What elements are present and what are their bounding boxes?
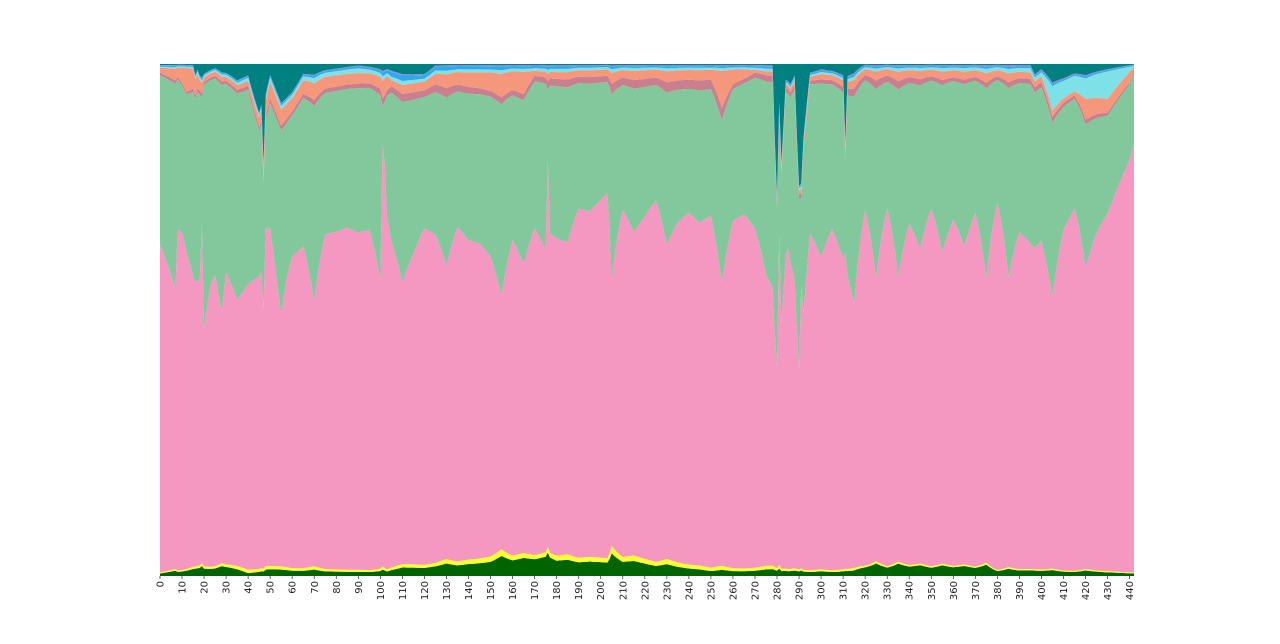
x-axis: 0 10 20 30 40 50 60 70 80 90 100 110 120 130 140 150 160… xyxy=(156,576,1136,600)
x-tick-label: 50 xyxy=(266,581,277,594)
x-tick-label: 310 xyxy=(839,581,850,600)
series-area-3 xyxy=(160,144,1134,573)
x-tick-label: 320 xyxy=(861,581,872,600)
x-tick-label: 410 xyxy=(1059,581,1070,600)
x-tick-label: 30 xyxy=(222,581,233,594)
x-tick-label: 290 xyxy=(795,581,806,600)
series-area-6 xyxy=(160,67,1134,205)
x-tick-label: 330 xyxy=(883,581,894,600)
x-tick-label: 440 xyxy=(1125,581,1136,600)
x-tick-label: 10 xyxy=(178,581,189,594)
x-tick-label: 240 xyxy=(684,581,695,600)
x-tick-label: 420 xyxy=(1081,581,1092,600)
x-tick-label: 120 xyxy=(420,581,431,600)
x-tick-label: 150 xyxy=(486,581,497,600)
series-area-10 xyxy=(160,64,1134,196)
x-tick-label: 250 xyxy=(706,581,717,600)
x-tick-label: 220 xyxy=(640,581,651,600)
series-area-4 xyxy=(160,71,1134,370)
x-tick-label: 170 xyxy=(530,581,541,600)
x-tick-label: 230 xyxy=(662,581,673,600)
x-tick-label: 210 xyxy=(618,581,629,600)
x-tick-label: 370 xyxy=(971,581,982,600)
x-tick-label: 280 xyxy=(773,581,784,600)
x-tick-label: 350 xyxy=(927,581,938,600)
x-tick-label: 20 xyxy=(200,581,211,594)
x-tick-label: 160 xyxy=(508,581,519,600)
x-tick-label: 130 xyxy=(442,581,453,600)
x-tick-label: 430 xyxy=(1103,581,1114,600)
x-tick-label: 390 xyxy=(1015,581,1026,600)
series-area-2 xyxy=(160,545,1134,574)
x-tick-label: 70 xyxy=(310,581,321,594)
x-tick-label: 0 xyxy=(156,581,167,587)
x-tick-label: 140 xyxy=(464,581,475,600)
x-tick-label: 340 xyxy=(905,581,916,600)
x-tick-label: 110 xyxy=(398,581,409,600)
plot-area xyxy=(160,64,1134,576)
series-area-7 xyxy=(160,66,1134,201)
x-tick-label: 380 xyxy=(993,581,1004,600)
x-tick-label: 270 xyxy=(750,581,761,600)
x-tick-label: 360 xyxy=(949,581,960,600)
x-tick-label: 200 xyxy=(596,581,607,600)
series-area-1 xyxy=(160,552,1134,576)
x-tick-label: 40 xyxy=(244,581,255,594)
x-tick-label: 400 xyxy=(1037,581,1048,600)
x-tick-label: 100 xyxy=(376,581,387,600)
x-tick-label: 60 xyxy=(288,581,299,594)
x-tick-label: 80 xyxy=(332,581,343,594)
x-tick-label: 260 xyxy=(728,581,739,600)
x-tick-label: 180 xyxy=(552,581,563,600)
x-tick-label: 90 xyxy=(354,581,365,594)
x-tick-label: 190 xyxy=(574,581,585,600)
x-tick-label: 300 xyxy=(817,581,828,600)
